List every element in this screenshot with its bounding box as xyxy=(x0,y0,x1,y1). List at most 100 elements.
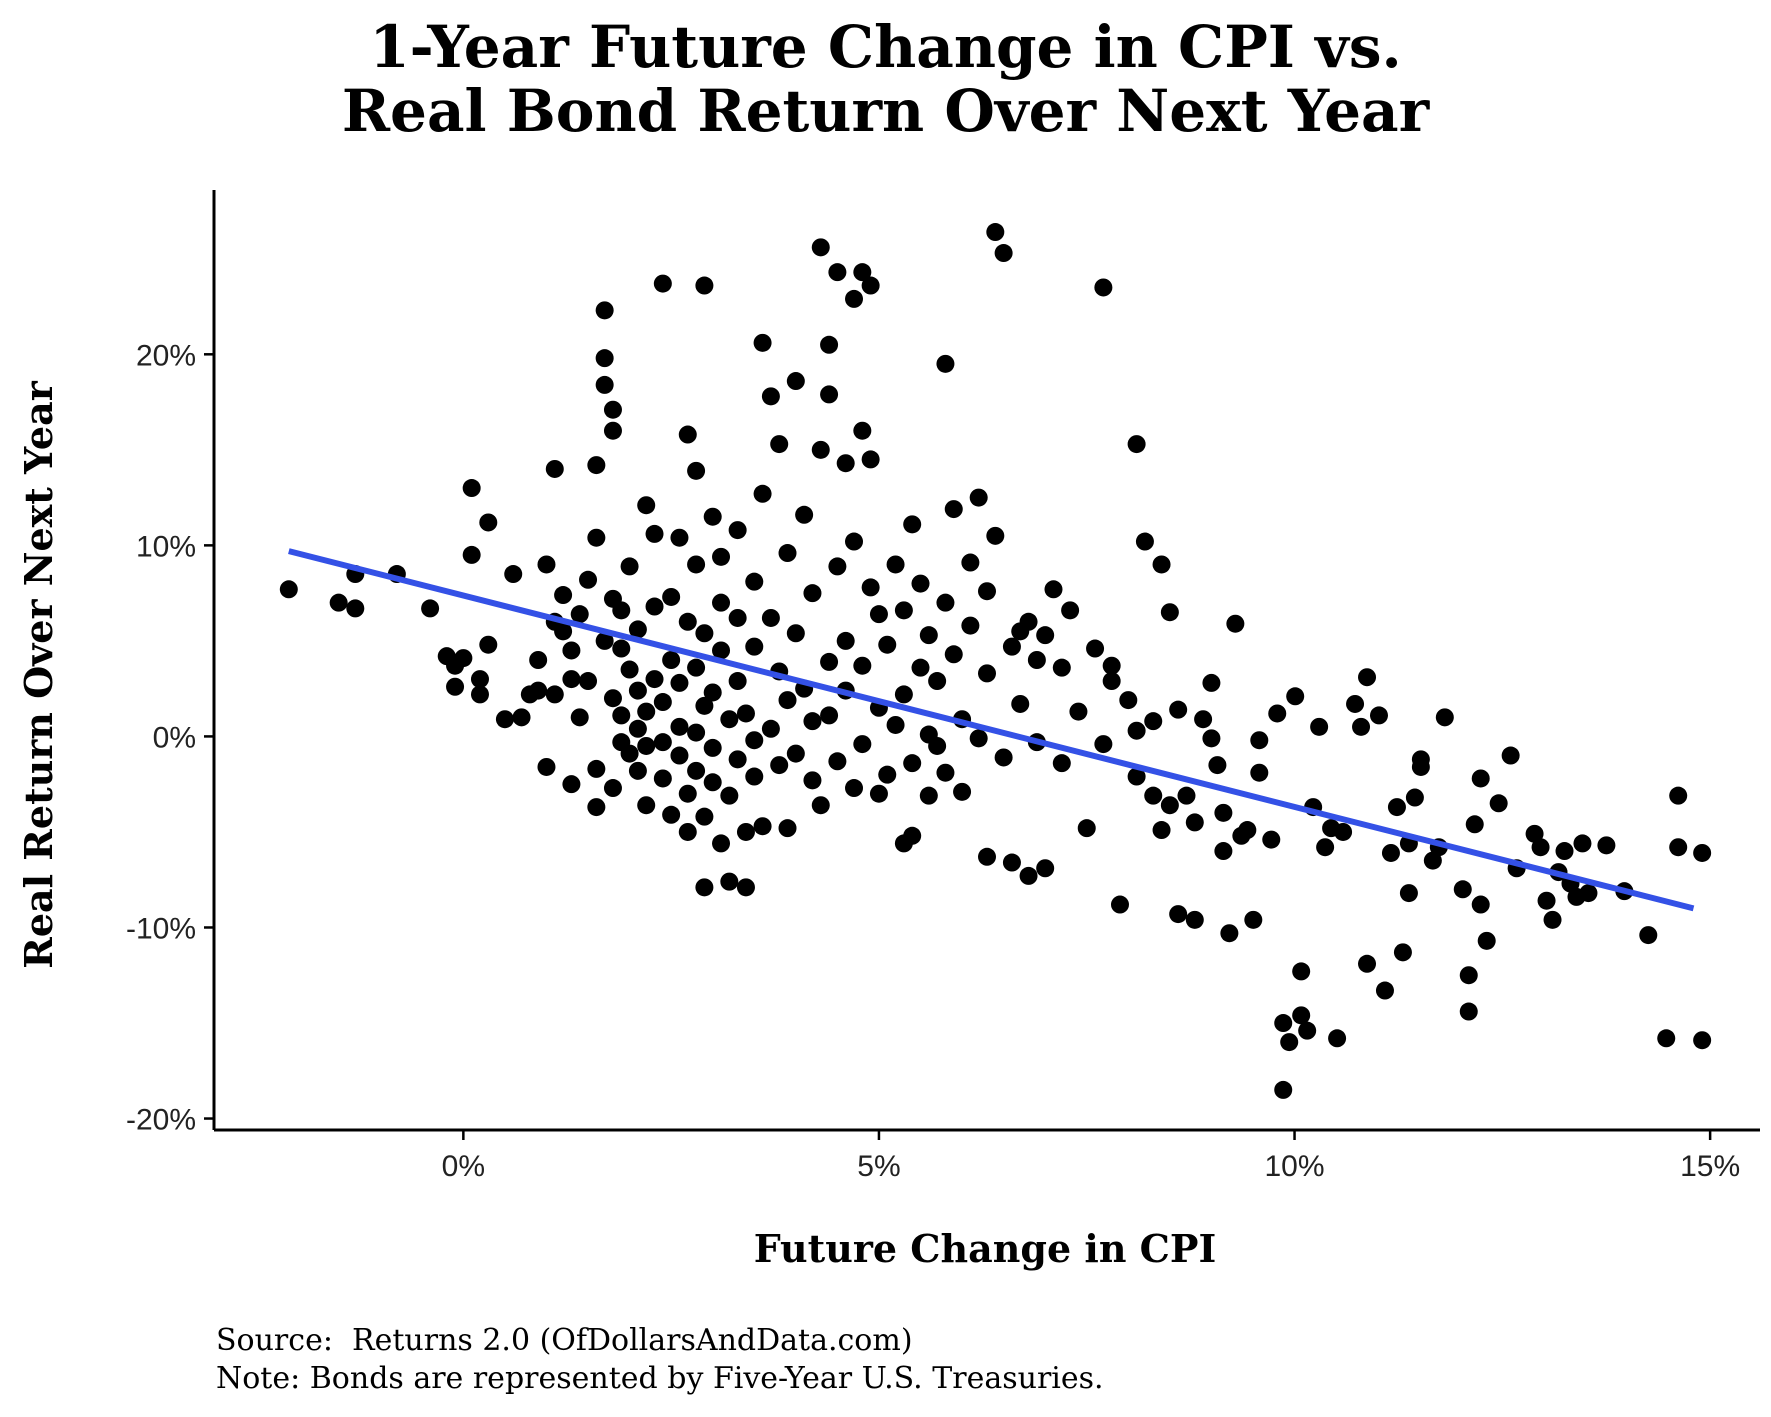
data-point xyxy=(579,672,598,691)
data-point xyxy=(678,612,697,631)
data-point xyxy=(620,557,639,576)
data-point xyxy=(944,500,963,519)
data-point xyxy=(1286,687,1305,706)
data-point xyxy=(1639,926,1658,945)
data-point xyxy=(778,544,797,563)
data-point xyxy=(878,765,897,784)
data-point xyxy=(462,479,481,498)
data-point xyxy=(828,752,847,771)
data-point xyxy=(1094,735,1113,754)
data-point xyxy=(1459,966,1478,985)
data-point xyxy=(1177,786,1196,805)
data-point xyxy=(786,744,805,763)
data-point xyxy=(1144,712,1163,731)
data-point xyxy=(1226,614,1245,633)
data-point xyxy=(687,658,706,677)
data-point xyxy=(1274,1014,1293,1033)
data-point xyxy=(845,779,864,798)
data-point xyxy=(545,685,564,704)
data-point xyxy=(1027,651,1046,669)
data-point xyxy=(828,263,847,282)
data-point xyxy=(1501,746,1520,765)
data-point xyxy=(595,301,614,320)
data-point xyxy=(1316,838,1335,857)
data-point xyxy=(820,706,839,725)
data-point xyxy=(470,685,489,704)
data-point xyxy=(1453,880,1472,899)
data-point xyxy=(1119,691,1138,710)
data-point xyxy=(1358,954,1377,973)
y-tick-label: -10% xyxy=(126,912,196,945)
data-point xyxy=(645,524,664,543)
data-point xyxy=(562,641,581,660)
data-point xyxy=(845,532,864,551)
data-point xyxy=(662,587,681,606)
data-point xyxy=(1152,555,1171,574)
data-point xyxy=(1002,637,1021,656)
axes: 0% 5% 10% 15% -20% -10% 0% 10% 20% xyxy=(126,190,1760,1183)
data-point xyxy=(936,763,955,782)
data-point xyxy=(628,620,647,639)
data-point xyxy=(761,608,780,627)
data-point xyxy=(803,771,822,790)
data-point xyxy=(712,593,731,612)
data-points xyxy=(279,223,1712,1099)
data-point xyxy=(1144,786,1163,805)
data-point xyxy=(645,670,664,689)
data-point xyxy=(1214,803,1233,822)
data-point xyxy=(753,333,772,352)
data-point xyxy=(894,685,913,704)
data-point xyxy=(587,759,606,778)
data-point xyxy=(778,691,797,710)
data-point xyxy=(753,484,772,503)
data-point xyxy=(1579,884,1598,903)
data-point xyxy=(1537,891,1556,910)
data-point xyxy=(603,779,622,798)
data-point xyxy=(662,805,681,824)
data-point xyxy=(1292,962,1311,981)
data-point xyxy=(570,605,589,624)
x-tick-label: 10% xyxy=(1265,1150,1325,1183)
data-point xyxy=(587,798,606,817)
data-point xyxy=(587,528,606,547)
data-point xyxy=(687,723,706,742)
data-point xyxy=(919,626,938,645)
data-point xyxy=(1238,821,1257,840)
data-point xyxy=(1555,842,1574,861)
y-tick-label: 0% xyxy=(153,721,196,754)
data-point xyxy=(969,488,988,507)
data-point xyxy=(861,578,880,597)
data-point xyxy=(1185,910,1204,929)
data-point xyxy=(645,597,664,616)
note-caption: Note: Bonds are represented by Five-Year… xyxy=(216,1361,1104,1396)
data-point xyxy=(1310,717,1329,736)
chart-title-line-1: 1-Year Future Change in CPI vs. xyxy=(369,13,1402,81)
x-axis-title: Future Change in CPI xyxy=(754,1226,1217,1271)
data-point xyxy=(479,513,498,532)
data-point xyxy=(670,528,689,547)
data-point xyxy=(903,515,922,534)
data-point xyxy=(761,387,780,406)
y-tick-label: 20% xyxy=(136,339,196,372)
data-point xyxy=(1208,756,1227,775)
data-point xyxy=(853,656,872,675)
data-point xyxy=(745,637,764,656)
data-point xyxy=(1011,694,1030,713)
data-point xyxy=(703,683,722,702)
data-point xyxy=(421,599,440,618)
data-point xyxy=(728,521,747,540)
data-point xyxy=(529,651,548,669)
data-point xyxy=(570,708,589,727)
data-point xyxy=(695,696,714,715)
y-tick-label: -20% xyxy=(126,1104,196,1137)
data-point xyxy=(712,547,731,566)
data-point xyxy=(1393,943,1412,962)
data-point xyxy=(637,702,656,721)
data-point xyxy=(554,586,573,605)
data-point xyxy=(1477,931,1496,950)
data-point xyxy=(1459,1002,1478,1021)
data-point xyxy=(1102,656,1121,675)
data-point xyxy=(603,421,622,440)
data-point xyxy=(803,712,822,731)
data-point xyxy=(994,748,1013,767)
